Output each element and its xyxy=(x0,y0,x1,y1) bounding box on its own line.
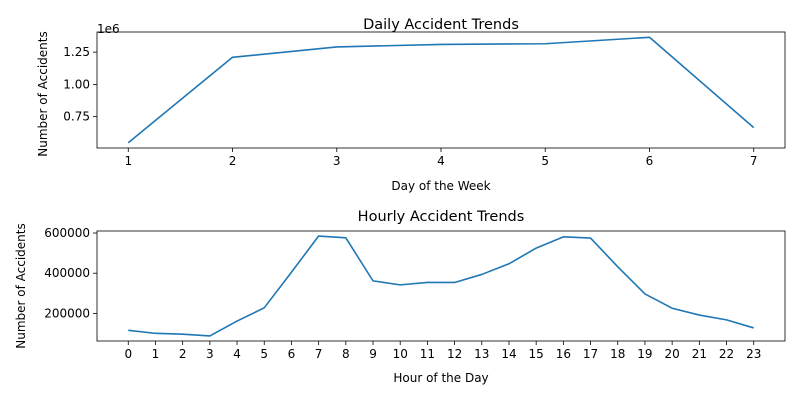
x-tick-label: 6 xyxy=(288,347,296,361)
x-tick-label: 11 xyxy=(420,347,435,361)
series-line xyxy=(127,36,755,144)
axes-frame xyxy=(96,31,786,149)
x-axis-label: Hour of the Day xyxy=(393,371,488,385)
x-tick-label: 12 xyxy=(447,347,462,361)
x-tick-label: 5 xyxy=(260,347,268,361)
x-tick-label: 18 xyxy=(610,347,625,361)
x-axis-label: Day of the Week xyxy=(391,179,490,193)
x-tick-label: 8 xyxy=(342,347,350,361)
x-tick-label: 7 xyxy=(750,154,758,168)
x-tick-label: 1 xyxy=(124,154,132,168)
x-tick-label: 4 xyxy=(233,347,241,361)
x-tick-label: 22 xyxy=(719,347,734,361)
chart-title: Daily Accident Trends xyxy=(363,17,519,33)
y-axis-label: Number of Accidents xyxy=(36,31,50,157)
x-tick-label: 3 xyxy=(333,154,341,168)
chart-daily: Daily Accident Trends 1e6 1 2 3 4 5 6 7 0.75 1.0… xyxy=(36,17,786,193)
series-line xyxy=(128,235,754,337)
y-offset-text: 1e6 xyxy=(97,22,120,36)
x-tick-label: 23 xyxy=(746,347,761,361)
x-tick-label: 9 xyxy=(369,347,377,361)
x-tick-label: 1 xyxy=(152,347,160,361)
x-tick-label: 0 xyxy=(124,347,132,361)
x-tick-label: 21 xyxy=(692,347,707,361)
chart-title: Hourly Accident Trends xyxy=(358,209,525,225)
y-tick-label: 0.75 xyxy=(63,110,90,124)
y-tick-label: 200000 xyxy=(44,306,90,320)
x-tick-label: 13 xyxy=(474,347,489,361)
y-tick-label: 400000 xyxy=(44,266,90,280)
x-tick-label: 3 xyxy=(206,347,214,361)
y-tick-label: 1.25 xyxy=(63,45,90,59)
y-axis-label: Number of Accidents xyxy=(14,223,28,349)
x-tick-label: 7 xyxy=(315,347,323,361)
x-tick-label: 19 xyxy=(637,347,652,361)
y-tick-label: 1.00 xyxy=(63,77,90,91)
x-tick-label: 16 xyxy=(556,347,571,361)
x-tick-label: 4 xyxy=(437,154,445,168)
x-tick-label: 5 xyxy=(541,154,549,168)
y-tick-label: 600000 xyxy=(44,226,90,240)
x-tick-label: 15 xyxy=(529,347,544,361)
plot-area: 0 1 2 3 4 5 6 7 8 9 10 11 12 13 14 15 16 17 18 19 20 21 22 2320… xyxy=(44,226,786,361)
plot-area: 1 2 3 4 5 6 7 0.75 1.00 1.25 xyxy=(63,31,786,168)
x-tick-label: 2 xyxy=(179,347,187,361)
x-tick-label: 10 xyxy=(393,347,408,361)
x-tick-label: 17 xyxy=(583,347,598,361)
x-tick-label: 14 xyxy=(501,347,516,361)
chart-hourly: Hourly Accident Trends 0 1 2 3 4 5 6 7 8 9 10 11 12 1… xyxy=(14,209,786,385)
axes-frame xyxy=(96,230,786,342)
x-tick-label: 6 xyxy=(646,154,654,168)
x-tick-label: 20 xyxy=(665,347,680,361)
x-tick-label: 2 xyxy=(229,154,237,168)
